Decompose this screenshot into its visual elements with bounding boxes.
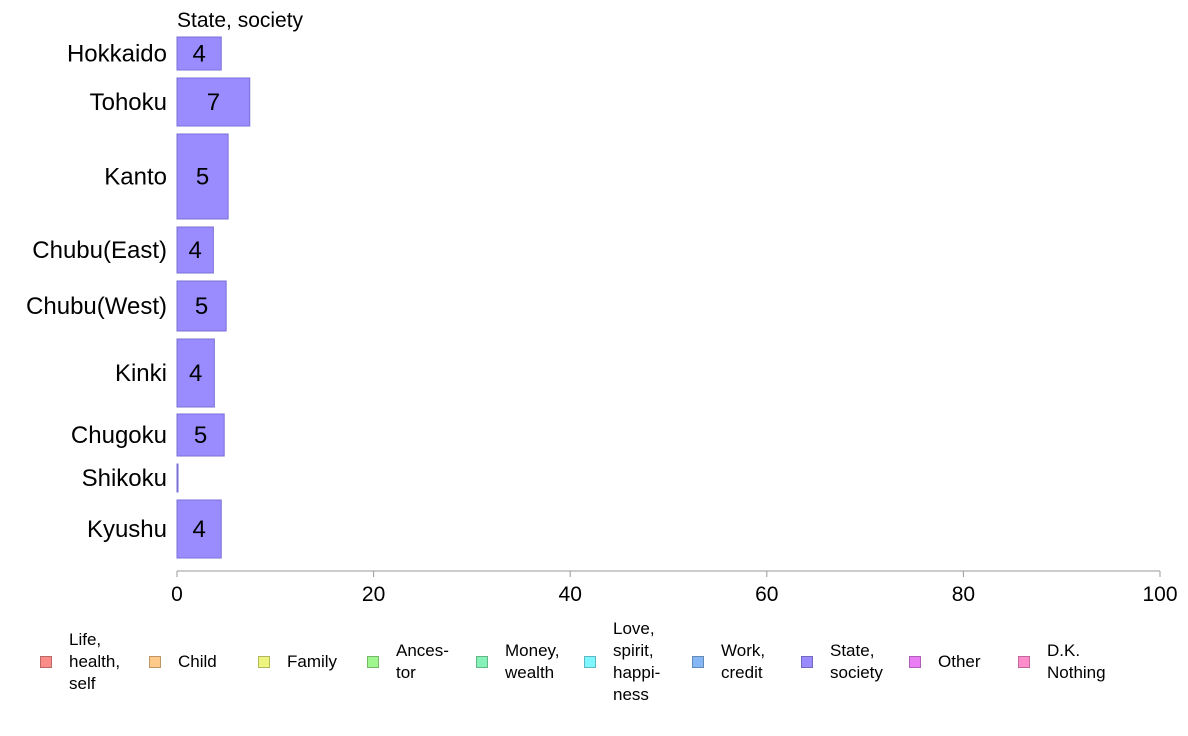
legend-label-line: self <box>69 674 96 693</box>
legend-label-line: Money, <box>505 641 560 660</box>
category-label-kanto: Kanto <box>104 164 167 191</box>
category-label-chugoku: Chugoku <box>71 422 167 449</box>
legend-label: Family <box>287 651 337 673</box>
legend-item-money-wealth: Money, wealth <box>476 640 560 684</box>
chart-title: State, society <box>177 9 304 32</box>
legend-label-line: Life, <box>69 630 102 649</box>
legend-label-line: Family <box>287 652 338 671</box>
bar-shikoku <box>176 463 179 493</box>
bar-tohoku <box>176 77 251 127</box>
data-label-kanto: 5 <box>196 164 209 191</box>
legend-swatch <box>1018 656 1030 668</box>
data-label-chubu-east: 4 <box>189 237 202 264</box>
legend-item-d-k-nothing: D.K. Nothing <box>1018 640 1106 684</box>
legend-label-line: State, <box>830 641 875 660</box>
legend-label-line: wealth <box>505 663 555 682</box>
legend-item-love-spirit-happi-ness: Love, spirit, happi-ness <box>584 618 660 706</box>
legend-label: Love, spirit, happi-ness <box>613 618 660 706</box>
data-label-hokkaido: 4 <box>192 41 205 68</box>
legend-item-child: Child <box>149 651 217 673</box>
legend-swatch <box>692 656 704 668</box>
category-label-kyushu: Kyushu <box>87 516 167 543</box>
x-tick-label-60: 60 <box>755 583 778 606</box>
legend-item-state-society: State, society <box>801 640 883 684</box>
bars-group: Hokkaido 4 Tohoku 7 Kanto 5 Chubu(East) 4 Chubu(… <box>26 36 251 559</box>
bar-chart: State, society Hokkaido 4 Tohoku 7 Kanto 5 Chu… <box>26 9 1178 606</box>
category-label-tohoku: Tohoku <box>90 89 167 116</box>
category-label-chubu-east: Chubu(East) <box>32 237 167 264</box>
legend-label: D.K. Nothing <box>1047 640 1106 684</box>
legend-label-line: Nothing <box>1047 663 1106 682</box>
legend-swatch <box>367 656 379 668</box>
x-tick-label-100: 100 <box>1142 583 1177 606</box>
legend-swatch <box>258 656 270 668</box>
legend-item-life-health-self: Life, health, self <box>40 629 120 695</box>
legend-label-line: health, <box>69 652 121 671</box>
legend-item-family: Family <box>258 651 337 673</box>
legend-label: Life, health, self <box>69 629 120 695</box>
data-label-chubu-west: 5 <box>195 293 208 320</box>
legend-label-line: ness <box>613 685 649 704</box>
bar-hokkaido <box>176 36 222 71</box>
legend-item-ances-tor: Ances-tor <box>367 640 449 684</box>
bar-kyushu <box>176 499 222 559</box>
legend-label-line: spirit, <box>613 641 654 660</box>
legend-label-line: D.K. <box>1047 641 1081 660</box>
data-label-kyushu: 4 <box>192 516 205 543</box>
data-label-tohoku: 7 <box>207 89 220 116</box>
bar-kanto <box>176 133 229 220</box>
bar-chugoku <box>176 413 225 457</box>
data-label-kinki: 4 <box>189 360 202 387</box>
legend-item-other: Other <box>909 651 981 673</box>
legend-label-line: Work, <box>721 641 766 660</box>
legend-label-line: Love, <box>613 619 655 638</box>
category-label-kinki: Kinki <box>115 360 167 387</box>
legend-label-line: credit <box>721 663 763 682</box>
legend-label-line: tor <box>396 663 416 682</box>
legend-label: Money, wealth <box>505 640 560 684</box>
legend: Life, health, self Child Family Ances-tor Mone… <box>0 618 1188 718</box>
x-tick-label-80: 80 <box>952 583 975 606</box>
x-tick-label-20: 20 <box>362 583 385 606</box>
legend-label-line: Ances- <box>396 641 449 660</box>
legend-item-work-credit: Work, credit <box>692 640 765 684</box>
legend-label-line: Other <box>938 652 981 671</box>
bar-chubu-west <box>176 280 227 332</box>
data-label-chugoku: 5 <box>194 422 207 449</box>
legend-label: Work, credit <box>721 640 765 684</box>
bar-chubu-east <box>176 226 214 274</box>
legend-swatch <box>584 656 596 668</box>
legend-label-line: Child <box>178 652 217 671</box>
legend-label: Other <box>938 651 981 673</box>
bar-kinki <box>176 338 215 408</box>
category-label-hokkaido: Hokkaido <box>67 41 167 68</box>
legend-swatch <box>476 656 488 668</box>
legend-swatch <box>801 656 813 668</box>
legend-label-line: society <box>830 663 883 682</box>
x-tick-label-0: 0 <box>171 583 183 606</box>
legend-label: State, society <box>830 640 883 684</box>
x-tick-label-40: 40 <box>559 583 582 606</box>
x-axis: 0 20 40 60 80 100 <box>171 570 1178 606</box>
category-label-chubu-west: Chubu(West) <box>26 293 167 320</box>
legend-swatch <box>149 656 161 668</box>
legend-label: Ances-tor <box>396 640 449 684</box>
legend-label-line: happi- <box>613 663 661 682</box>
legend-label: Child <box>178 651 217 673</box>
legend-swatch <box>40 656 52 668</box>
category-label-shikoku: Shikoku <box>82 465 167 492</box>
legend-swatch <box>909 656 921 668</box>
